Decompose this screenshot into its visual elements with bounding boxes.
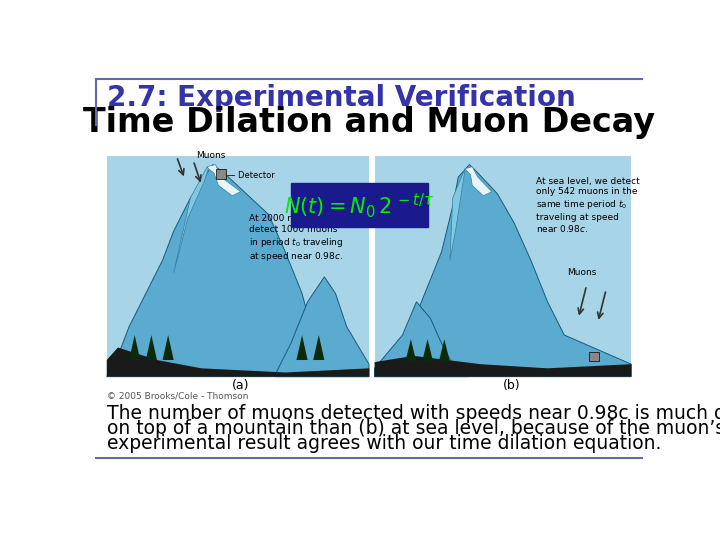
Text: 2.7: Experimental Verification: 2.7: Experimental Verification xyxy=(107,84,575,112)
Polygon shape xyxy=(129,335,140,360)
Text: $N(t)=N_0\,2^{\,-t/\tau}$: $N(t)=N_0\,2^{\,-t/\tau}$ xyxy=(284,191,434,220)
Polygon shape xyxy=(107,156,369,377)
Polygon shape xyxy=(405,339,416,362)
Text: At 2000 m, we
detect 1000 muons
in period $t_0$ traveling
at speed near 0.98$c$.: At 2000 m, we detect 1000 muons in perio… xyxy=(249,214,343,264)
Polygon shape xyxy=(297,335,307,360)
Text: experimental result agrees with our time dilation equation.: experimental result agrees with our time… xyxy=(107,434,661,453)
Polygon shape xyxy=(374,356,631,377)
Text: — Detector: — Detector xyxy=(227,171,274,180)
Polygon shape xyxy=(107,165,369,377)
Polygon shape xyxy=(374,302,469,377)
Text: on top of a mountain than (b) at sea level, because of the muon’s decay. The: on top of a mountain than (b) at sea lev… xyxy=(107,419,720,438)
Polygon shape xyxy=(465,167,492,196)
FancyBboxPatch shape xyxy=(215,168,225,179)
Text: The number of muons detected with speeds near 0.98c is much different (a): The number of muons detected with speeds… xyxy=(107,404,720,423)
Polygon shape xyxy=(422,339,433,362)
Text: Muons: Muons xyxy=(196,151,225,160)
Polygon shape xyxy=(450,168,465,260)
Text: © 2005 Brooks/Cole - Thomson: © 2005 Brooks/Cole - Thomson xyxy=(107,391,248,400)
FancyBboxPatch shape xyxy=(291,183,428,227)
Polygon shape xyxy=(107,348,369,377)
Polygon shape xyxy=(438,339,450,362)
Polygon shape xyxy=(145,335,157,360)
Text: Muons: Muons xyxy=(567,268,596,277)
Text: Time Dilation and Muon Decay: Time Dilation and Muon Decay xyxy=(83,106,655,139)
Text: At sea level, we detect
only 542 muons in the
same time period $t_0$
traveling a: At sea level, we detect only 542 muons i… xyxy=(536,177,640,234)
Polygon shape xyxy=(374,156,631,377)
Text: (a): (a) xyxy=(232,379,249,392)
Polygon shape xyxy=(163,335,174,360)
Polygon shape xyxy=(274,277,369,377)
Polygon shape xyxy=(313,335,324,360)
Polygon shape xyxy=(374,165,631,377)
Polygon shape xyxy=(174,167,208,273)
Text: (b): (b) xyxy=(503,379,520,392)
Polygon shape xyxy=(207,165,240,196)
FancyBboxPatch shape xyxy=(590,352,600,361)
